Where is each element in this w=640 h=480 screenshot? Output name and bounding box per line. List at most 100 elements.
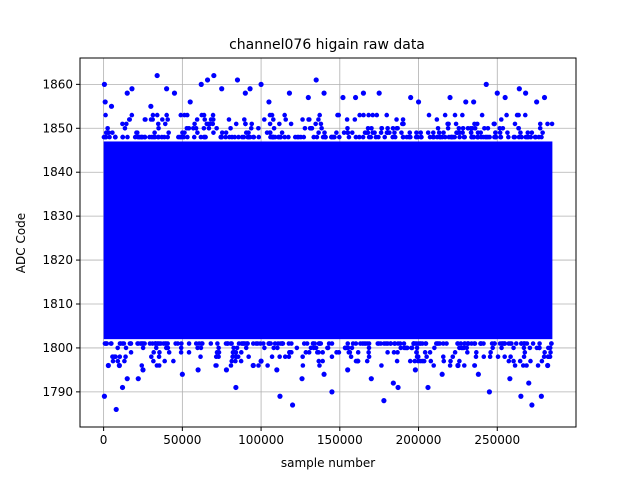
data-point xyxy=(547,354,553,360)
data-point xyxy=(150,112,156,118)
data-point xyxy=(320,350,325,355)
data-point xyxy=(115,345,120,351)
data-point xyxy=(103,112,108,118)
data-point xyxy=(120,134,125,140)
data-point xyxy=(498,134,503,140)
data-point xyxy=(431,363,437,368)
data-point xyxy=(385,125,390,131)
data-point xyxy=(447,94,453,101)
data-point xyxy=(277,393,283,399)
data-point xyxy=(216,354,221,360)
data-point xyxy=(337,134,342,140)
data-point xyxy=(516,134,522,140)
data-point xyxy=(548,350,553,355)
data-point xyxy=(497,130,503,135)
data-point xyxy=(373,134,379,140)
data-point xyxy=(164,86,170,92)
data-point xyxy=(507,376,513,382)
data-point xyxy=(231,345,236,351)
y-axis-label: ADC Code xyxy=(14,213,28,273)
data-point xyxy=(516,125,521,131)
data-point xyxy=(208,341,214,346)
data-point xyxy=(156,363,162,368)
data-point xyxy=(214,125,219,131)
data-point xyxy=(475,371,481,377)
data-point xyxy=(412,358,418,364)
data-point xyxy=(156,134,161,140)
data-point xyxy=(311,134,317,140)
data-point xyxy=(105,362,111,369)
data-point xyxy=(526,134,531,140)
data-point xyxy=(200,341,205,346)
data-point xyxy=(124,376,130,382)
data-point xyxy=(545,121,550,127)
data-point xyxy=(219,130,225,135)
data-point xyxy=(278,134,283,140)
data-point xyxy=(135,134,141,140)
data-point xyxy=(422,350,428,355)
data-point xyxy=(392,341,397,346)
data-point xyxy=(210,112,216,118)
data-point xyxy=(511,345,516,351)
plot-frame xyxy=(79,57,577,428)
data-point xyxy=(418,341,424,346)
data-point xyxy=(282,354,288,360)
data-point xyxy=(116,362,122,369)
data-point xyxy=(175,341,181,346)
data-point xyxy=(202,117,208,122)
data-point xyxy=(522,112,528,118)
data-point xyxy=(490,345,495,351)
data-point xyxy=(229,341,234,346)
data-point xyxy=(165,117,171,122)
data-point xyxy=(128,341,134,346)
data-points xyxy=(101,72,555,413)
y-tick-label: 1850 xyxy=(42,121,73,135)
data-point xyxy=(128,350,134,355)
data-point xyxy=(214,363,219,368)
data-point xyxy=(262,117,267,122)
data-point xyxy=(364,358,370,364)
data-point xyxy=(492,341,497,346)
data-point xyxy=(246,130,251,135)
data-point xyxy=(107,134,112,140)
data-point xyxy=(334,130,339,135)
data-point xyxy=(264,130,270,135)
data-point xyxy=(186,350,192,355)
data-point xyxy=(523,90,529,96)
data-point xyxy=(345,341,351,346)
data-point xyxy=(204,121,210,127)
data-point xyxy=(532,134,538,140)
data-point xyxy=(430,134,436,140)
data-point xyxy=(203,134,208,140)
data-point xyxy=(394,117,399,122)
data-point xyxy=(182,112,187,118)
data-point xyxy=(372,130,377,135)
data-point xyxy=(267,121,273,127)
data-point xyxy=(245,341,250,346)
data-point xyxy=(211,130,216,135)
data-point xyxy=(355,350,361,355)
data-point xyxy=(426,112,432,118)
data-point xyxy=(115,358,121,364)
data-point xyxy=(492,121,497,127)
data-point xyxy=(493,134,499,140)
data-point xyxy=(537,121,543,127)
data-point xyxy=(248,125,254,131)
data-point xyxy=(369,125,374,131)
data-point xyxy=(500,125,506,131)
data-point xyxy=(249,121,255,127)
data-point xyxy=(320,134,326,140)
data-point xyxy=(271,345,277,351)
data-point xyxy=(394,358,400,364)
data-point xyxy=(306,350,312,355)
data-point xyxy=(521,345,527,351)
x-tick-label: 100000 xyxy=(238,433,284,447)
data-point xyxy=(468,130,474,135)
data-point xyxy=(487,354,493,360)
data-point xyxy=(190,125,196,131)
data-point xyxy=(529,130,535,135)
data-point xyxy=(186,341,192,346)
data-point xyxy=(108,103,115,109)
x-axis-ticks: 0 50000 100000 150000 200000 250000 xyxy=(100,427,520,447)
data-point xyxy=(122,358,127,364)
